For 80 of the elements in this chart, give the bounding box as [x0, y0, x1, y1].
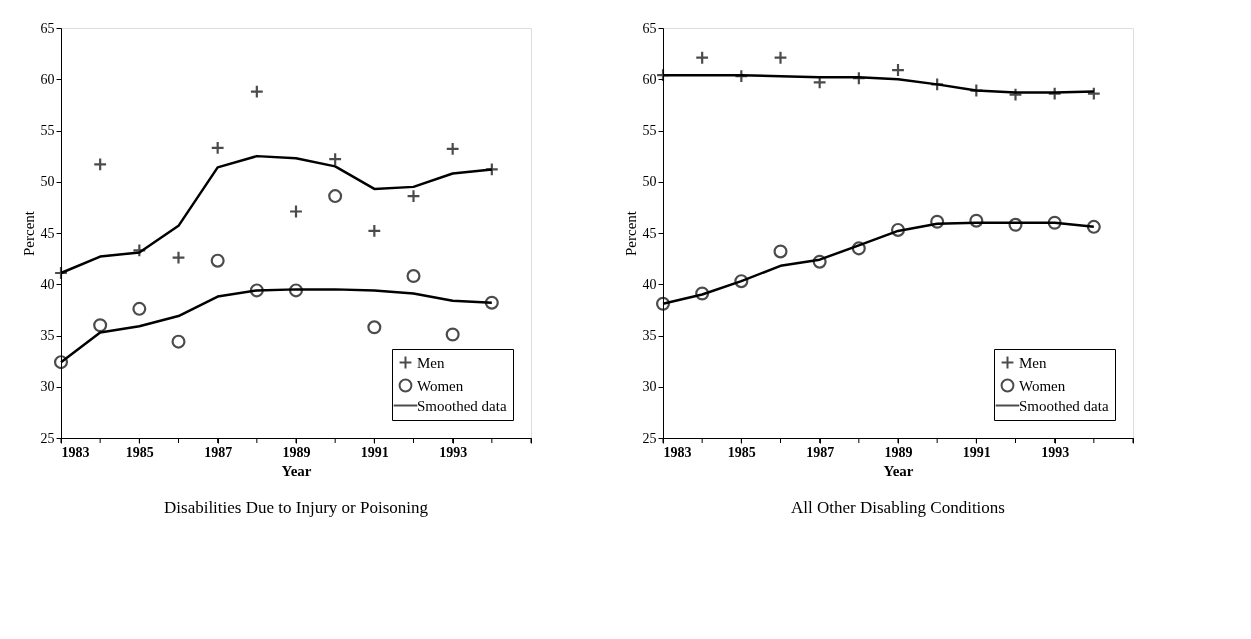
point [734, 274, 749, 289]
y-tick-label: 45 [642, 225, 657, 241]
point [655, 296, 671, 311]
x-tick-label: 1991 [962, 444, 991, 460]
point [484, 295, 499, 310]
point [249, 84, 264, 99]
point [773, 244, 788, 259]
point [367, 320, 382, 335]
x-tick-label: 1983 [61, 444, 90, 460]
point [406, 189, 421, 204]
point [1086, 219, 1101, 234]
point [695, 50, 710, 65]
y-tick-label: 25 [642, 430, 657, 446]
y-tick-label: 50 [642, 174, 657, 190]
text: Disabilities Due to Injury or Poisoning [164, 498, 429, 517]
point [851, 241, 866, 256]
y-tick-label: 50 [40, 174, 55, 190]
y-tick-label: 40 [40, 276, 55, 292]
x-tick-label: 1991 [360, 444, 389, 460]
point [93, 318, 108, 333]
point [1008, 217, 1023, 232]
point [210, 253, 225, 268]
legend-label: Men [1019, 354, 1047, 371]
y-tick-label: 35 [642, 328, 657, 343]
point [445, 327, 460, 342]
y-tick-label: 60 [40, 71, 55, 87]
legend-label: Women [417, 377, 464, 394]
x-tick-label: 1983 [663, 444, 692, 460]
point [132, 301, 147, 316]
x-tick-label: 1989 [884, 444, 913, 460]
legend-label: Men [417, 354, 445, 371]
x-tick-label: 1993 [439, 444, 468, 460]
point [53, 355, 69, 370]
point [171, 334, 186, 349]
point [288, 283, 304, 298]
y-tick-label: 55 [40, 123, 55, 138]
y-axis-title: Percent [622, 210, 639, 256]
text: All Other Disabling Conditions [791, 498, 1005, 517]
y-tick-label: 55 [642, 123, 657, 138]
point [890, 222, 906, 237]
point [210, 140, 225, 155]
point [249, 283, 264, 298]
y-tick-label: 30 [40, 379, 55, 395]
point [328, 189, 343, 204]
y-tick-label: 60 [642, 71, 657, 87]
point [695, 286, 710, 301]
point [1086, 86, 1101, 101]
x-axis-title: Year [883, 462, 914, 479]
x-tick-label: 1985 [727, 444, 756, 460]
point [1008, 87, 1023, 102]
point [930, 214, 945, 229]
x-tick-label: 1993 [1041, 444, 1070, 460]
point [288, 204, 304, 219]
x-axis-title: Year [281, 462, 312, 479]
y-tick-label: 25 [40, 430, 55, 446]
x-tick-label: 1987 [204, 444, 233, 460]
line-series [59, 154, 494, 275]
y-tick-label: 30 [642, 379, 657, 395]
legend-label: Smoothed data [1019, 397, 1109, 414]
y-tick-label: 40 [642, 276, 657, 292]
point [445, 141, 460, 156]
point [406, 269, 421, 284]
point [171, 250, 186, 265]
legend-label: Smoothed data [417, 397, 507, 414]
x-tick-label: 1989 [282, 444, 311, 460]
point [773, 50, 788, 65]
y-tick-label: 65 [40, 20, 55, 36]
point [812, 254, 827, 269]
y-tick-label: 65 [642, 20, 657, 36]
legend-label: Women [1019, 377, 1066, 394]
point [890, 63, 906, 78]
x-tick-label: 1987 [806, 444, 835, 460]
point [93, 157, 108, 172]
y-tick-label: 35 [40, 328, 55, 343]
point [367, 223, 382, 238]
y-tick-label: 45 [40, 225, 55, 241]
point [1047, 215, 1062, 230]
point [969, 213, 984, 228]
x-tick-label: 1985 [125, 444, 154, 460]
y-axis-title: Percent [20, 210, 37, 256]
